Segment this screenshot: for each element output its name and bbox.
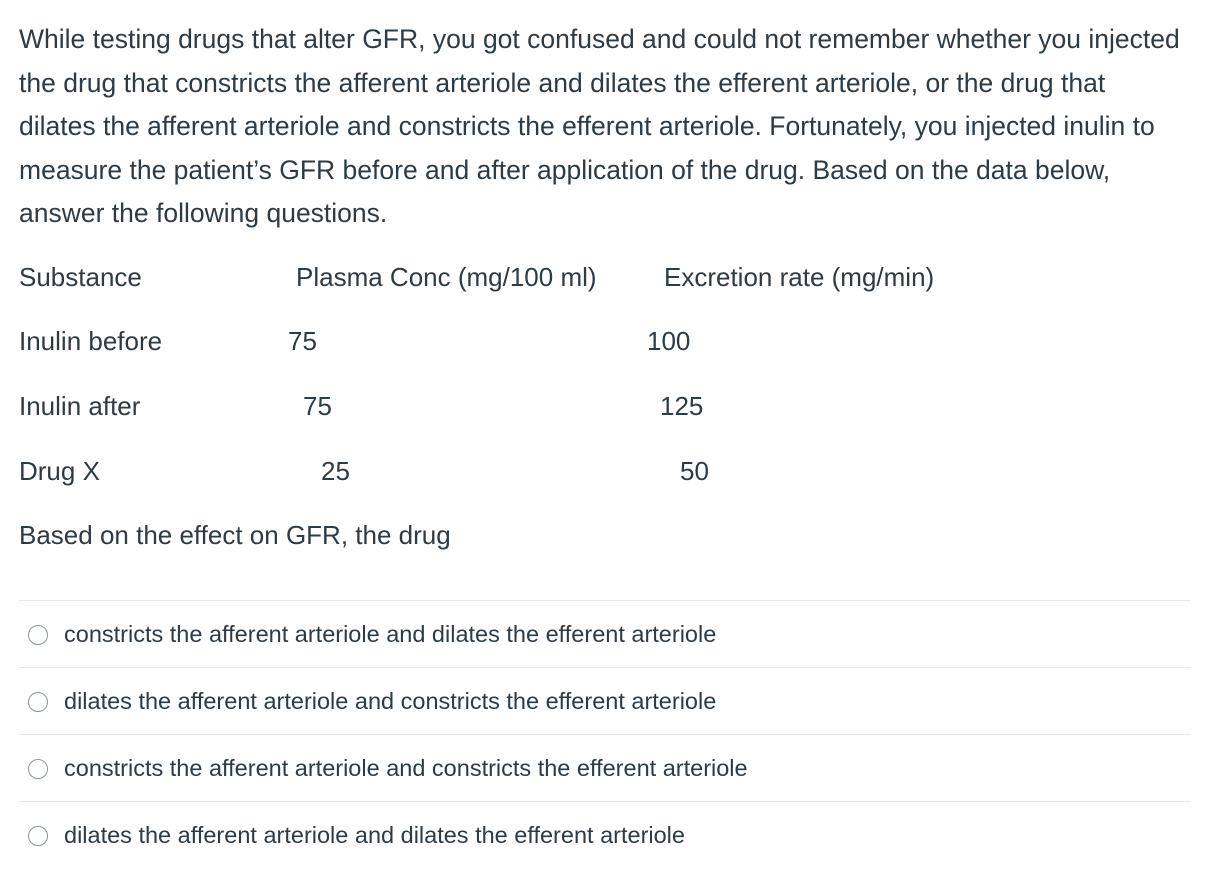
plasma-conc-cell: 75 <box>303 391 332 421</box>
excretion-rate-cell: 100 <box>647 326 691 356</box>
answer-label[interactable]: dilates the afferent arteriole and dilat… <box>64 822 685 848</box>
plasma-conc-cell: 75 <box>288 326 317 356</box>
answer-option[interactable]: constricts the afferent arteriole and di… <box>19 600 1191 667</box>
radio-button[interactable] <box>28 692 48 712</box>
radio-button[interactable] <box>28 625 48 645</box>
answer-option[interactable]: dilates the afferent arteriole and const… <box>19 667 1191 734</box>
header-excretion-rate: Excretion rate (mg/min) <box>664 262 935 292</box>
radio-button[interactable] <box>28 826 48 846</box>
answer-label[interactable]: constricts the afferent arteriole and di… <box>64 621 717 647</box>
question-prompt: Based on the effect on GFR, the drug <box>19 520 451 550</box>
plasma-conc-cell: 25 <box>321 456 350 486</box>
substance-cell: Drug X <box>19 456 100 486</box>
excretion-rate-cell: 125 <box>660 391 704 421</box>
question-text: While testing drugs that alter GFR, you … <box>19 24 1180 228</box>
radio-button[interactable] <box>28 759 48 779</box>
substance-cell: Inulin after <box>19 391 141 421</box>
answer-label[interactable]: dilates the afferent arteriole and const… <box>64 688 717 714</box>
answer-option[interactable]: dilates the afferent arteriole and dilat… <box>19 801 1191 869</box>
substance-cell: Inulin before <box>19 326 163 356</box>
answer-option[interactable]: constricts the afferent arteriole and co… <box>19 734 1191 801</box>
answer-list: constricts the afferent arteriole and di… <box>19 600 1191 869</box>
header-substance: Substance <box>19 262 142 292</box>
excretion-rate-cell: 50 <box>680 456 709 486</box>
answer-label[interactable]: constricts the afferent arteriole and co… <box>64 755 748 781</box>
header-plasma-conc: Plasma Conc (mg/100 ml) <box>296 262 597 292</box>
